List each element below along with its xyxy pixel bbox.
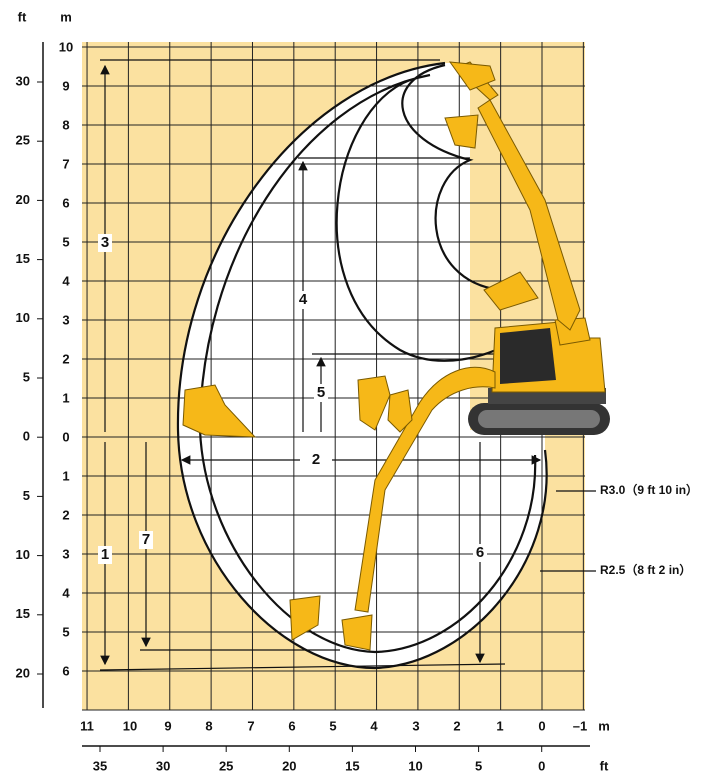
ft-label: 10 — [408, 758, 422, 773]
grid — [82, 42, 585, 711]
m-label: 2 — [62, 507, 69, 522]
m-label: 0 — [538, 718, 545, 733]
bucket — [448, 61, 496, 91]
m-label: 4 — [62, 273, 70, 288]
radius-label: R3.0（9 ft 10 in） — [600, 482, 698, 497]
m-label: 7 — [62, 156, 69, 171]
ft-label: 25 — [16, 133, 30, 148]
dimension-label: 3 — [101, 234, 109, 251]
label-bg — [473, 544, 487, 562]
label-bg — [98, 234, 112, 252]
m-label: 8 — [205, 718, 212, 733]
m-label: 6 — [62, 195, 69, 210]
ft-label: 25 — [219, 758, 233, 773]
ft-label: 15 — [345, 758, 359, 773]
unit-label: ft — [600, 758, 609, 773]
bucket — [483, 271, 539, 311]
ft-label: 5 — [23, 488, 30, 503]
reach-envelopes — [176, 61, 548, 670]
ft-label: 20 — [16, 665, 30, 680]
bucket — [387, 389, 413, 433]
ft-label: 15 — [16, 606, 30, 621]
m-label: 0 — [62, 429, 69, 444]
m-label: 3 — [412, 718, 419, 733]
ft-label: 20 — [16, 192, 30, 207]
label-bg — [98, 546, 112, 564]
m-label: 10 — [59, 39, 73, 54]
m-label: 11 — [80, 718, 94, 733]
ft-label: 30 — [16, 73, 30, 88]
middle-envelope — [198, 73, 537, 654]
m-label: 4 — [370, 718, 378, 733]
bucket — [444, 114, 479, 149]
m-label: 2 — [453, 718, 460, 733]
cab — [500, 328, 556, 384]
dimension-label: 7 — [142, 531, 150, 548]
unit-label: m — [598, 718, 610, 733]
bucket-curl-envelope — [401, 63, 501, 292]
m-label: 9 — [164, 718, 171, 733]
dim-ref — [99, 663, 506, 671]
envelope-fill — [177, 63, 547, 668]
ft-label: 5 — [23, 369, 30, 384]
dimension-label: 1 — [101, 546, 109, 563]
bucket — [357, 375, 391, 431]
ft-label: 20 — [282, 758, 296, 773]
radius-label: R2.5（8 ft 2 in） — [600, 562, 691, 577]
excavator — [182, 61, 610, 651]
boom — [477, 99, 581, 331]
m-label: 5 — [62, 234, 69, 249]
m-label: 5 — [329, 718, 336, 733]
m-label: 6 — [288, 718, 295, 733]
m-label: 1 — [496, 718, 503, 733]
ft-label: 30 — [156, 758, 170, 773]
m-label: 5 — [62, 624, 69, 639]
m-label: 3 — [62, 312, 69, 327]
unit-label: m — [60, 9, 72, 24]
m-label: 1 — [62, 390, 69, 405]
dimension-label: 5 — [317, 384, 325, 401]
dimension-label: 4 — [299, 291, 308, 308]
outer-envelope — [176, 61, 548, 670]
m-label: 2 — [62, 351, 69, 366]
bucket — [341, 614, 373, 651]
boom-down — [354, 367, 496, 613]
ft-label: 15 — [16, 251, 30, 266]
ft-label: 5 — [475, 758, 482, 773]
bucket — [182, 384, 257, 438]
m-label: 3 — [62, 546, 69, 561]
label-bg — [309, 451, 323, 469]
ft-label: 35 — [93, 758, 107, 773]
unit-label: ft — [18, 9, 27, 24]
label-bg — [314, 384, 328, 402]
dimension-label: 6 — [476, 544, 484, 561]
ft-label: 10 — [16, 310, 30, 325]
dimension-label: 2 — [312, 451, 320, 468]
track-inner — [478, 410, 600, 428]
m-label: –1 — [573, 718, 587, 733]
m-label: 7 — [247, 718, 254, 733]
m-label: 8 — [62, 117, 69, 132]
m-label: 1 — [62, 468, 69, 483]
ft-label: 0 — [23, 429, 30, 444]
m-label: 4 — [62, 585, 70, 600]
m-label: 9 — [62, 78, 69, 93]
ft-label: 10 — [16, 547, 30, 562]
ft-label: 0 — [538, 758, 545, 773]
bucket — [289, 595, 321, 641]
label-bg — [139, 531, 153, 549]
m-label: 10 — [123, 718, 137, 733]
inner-envelope — [335, 78, 506, 362]
m-label: 6 — [62, 663, 69, 678]
label-bg — [296, 291, 310, 309]
